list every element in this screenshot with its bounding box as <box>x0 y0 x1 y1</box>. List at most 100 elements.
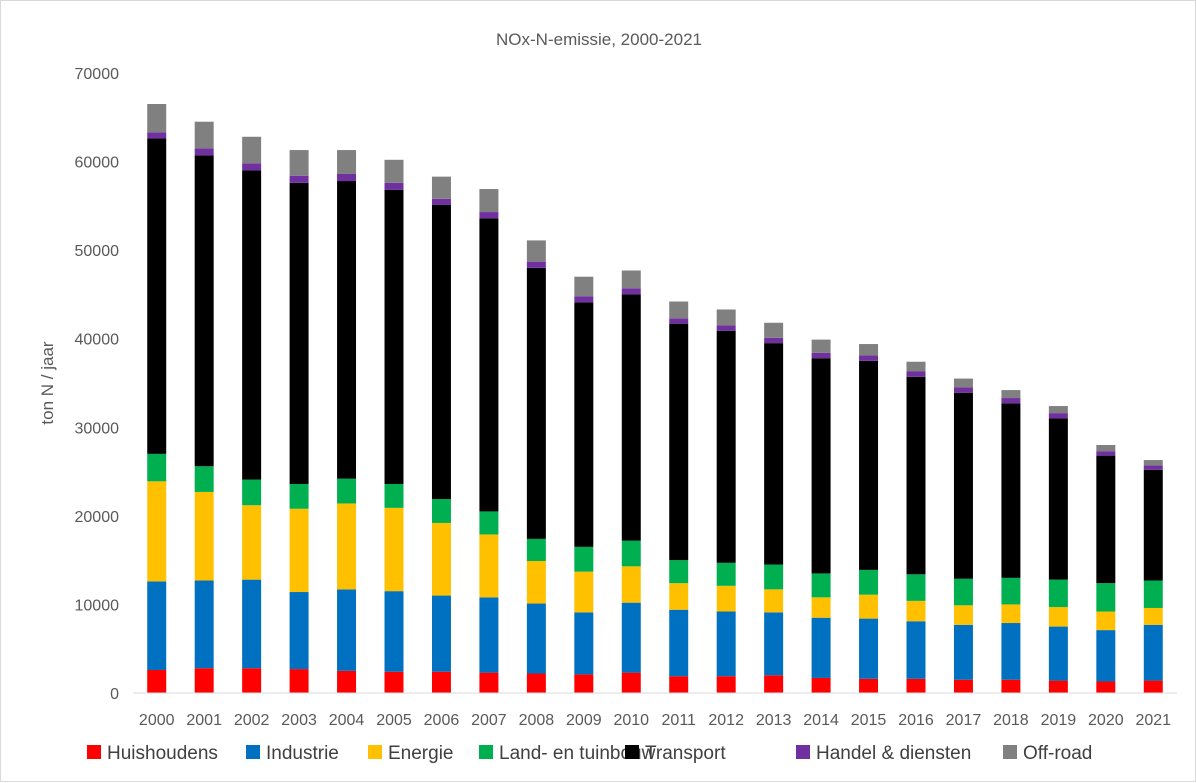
bar-segment-handel-diensten-2021 <box>1143 465 1163 470</box>
bar-segment-handel-diensten-2000 <box>147 132 167 139</box>
legend-swatch <box>796 745 810 759</box>
legend-label: Off-road <box>1023 743 1092 764</box>
bar-segment-industrie-2001 <box>194 580 214 669</box>
x-tick-label: 2021 <box>1135 712 1171 729</box>
bar-segment-energie-2004 <box>337 503 357 590</box>
y-tick-label: 50000 <box>75 243 120 260</box>
chart-title: NOx-N-emissie, 2000-2021 <box>496 30 702 49</box>
bar-segment-transport-2017 <box>953 392 973 579</box>
bar-segment-energie-2001 <box>194 491 214 581</box>
bar-segment-land-en-tuinbouw-2007 <box>479 511 499 535</box>
x-tick-label: 2002 <box>234 712 270 729</box>
bar-segment-huishoudens-2013 <box>764 675 784 693</box>
bar-segment-off-road-2015 <box>859 344 879 356</box>
legend-label: Handel & diensten <box>816 743 971 764</box>
bar-segment-energie-2015 <box>859 594 879 619</box>
bar-segment-off-road-2008 <box>526 240 546 262</box>
bar-segment-handel-diensten-2007 <box>479 212 499 219</box>
bar-stack-2016 <box>906 361 926 693</box>
x-tick-label: 2005 <box>376 712 412 729</box>
bar-segment-land-en-tuinbouw-2000 <box>147 453 167 482</box>
bar-segment-off-road-2018 <box>1001 390 1021 399</box>
y-axis-ticks: 0 10000 20000 30000 40000 50000 60000 70000 <box>75 66 120 703</box>
bar-segment-energie-2021 <box>1143 607 1163 625</box>
bar-stack-2013 <box>764 322 784 693</box>
bar-segment-huishoudens-2000 <box>147 669 167 693</box>
bar-segment-huishoudens-2021 <box>1143 680 1163 693</box>
bar-stack-2008 <box>526 240 546 693</box>
x-tick-label: 2019 <box>1041 712 1077 729</box>
bar-segment-land-en-tuinbouw-2009 <box>574 546 594 572</box>
bar-segment-transport-2018 <box>1001 403 1021 578</box>
x-tick-label: 2013 <box>756 712 792 729</box>
bar-segment-off-road-2012 <box>716 309 736 326</box>
bar-segment-land-en-tuinbouw-2013 <box>764 564 784 590</box>
bar-segment-huishoudens-2003 <box>289 669 309 693</box>
bar-segment-handel-diensten-2014 <box>811 352 831 359</box>
bar-segment-land-en-tuinbouw-2010 <box>621 540 641 567</box>
legend-label: Transport <box>645 743 726 764</box>
bar-segment-handel-diensten-2016 <box>906 371 926 377</box>
legend-swatch <box>246 745 260 759</box>
x-tick-label: 2004 <box>329 712 365 729</box>
bar-stack-2017 <box>953 378 973 693</box>
bar-segment-land-en-tuinbouw-2012 <box>716 562 736 586</box>
y-axis-label: ton N / jaar <box>38 341 57 424</box>
bar-segment-handel-diensten-2020 <box>1096 451 1116 456</box>
bar-segment-industrie-2002 <box>242 579 262 669</box>
bars <box>147 104 1163 693</box>
x-tick-label: 2017 <box>946 712 982 729</box>
bar-segment-huishoudens-2020 <box>1096 681 1116 693</box>
bar-segment-land-en-tuinbouw-2020 <box>1096 583 1116 612</box>
y-tick-label: 0 <box>110 686 119 703</box>
bar-segment-land-en-tuinbouw-2016 <box>906 574 926 601</box>
bar-stack-2018 <box>1001 390 1021 693</box>
bar-segment-huishoudens-2004 <box>337 670 357 693</box>
bar-segment-land-en-tuinbouw-2004 <box>337 478 357 504</box>
legend-item-land-en-tuinbouw: Land- en tuinbouw <box>479 743 656 764</box>
bar-segment-off-road-2001 <box>194 121 214 149</box>
bar-stack-2021 <box>1143 460 1163 693</box>
bar-segment-land-en-tuinbouw-2011 <box>669 560 689 584</box>
bar-segment-industrie-2000 <box>147 581 167 670</box>
bar-segment-transport-2004 <box>337 181 357 479</box>
bar-segment-off-road-2000 <box>147 104 167 133</box>
bar-segment-energie-2005 <box>384 507 404 592</box>
bar-segment-huishoudens-2005 <box>384 671 404 693</box>
x-tick-label: 2006 <box>424 712 460 729</box>
bar-segment-transport-2021 <box>1143 469 1163 581</box>
bar-segment-energie-2011 <box>669 583 689 610</box>
bar-segment-handel-diensten-2019 <box>1048 413 1068 419</box>
x-tick-label: 2014 <box>803 712 839 729</box>
legend-label: Energie <box>388 743 454 764</box>
bar-segment-energie-2013 <box>764 589 784 613</box>
x-tick-label: 2007 <box>471 712 507 729</box>
y-tick-label: 10000 <box>75 597 120 614</box>
bar-stack-2003 <box>289 150 309 693</box>
bar-segment-huishoudens-2010 <box>621 672 641 693</box>
bar-segment-industrie-2018 <box>1001 623 1021 680</box>
bar-segment-energie-2008 <box>526 561 546 604</box>
bar-segment-huishoudens-2002 <box>242 668 262 693</box>
bar-segment-energie-2018 <box>1001 604 1021 624</box>
bar-segment-huishoudens-2007 <box>479 672 499 693</box>
bar-segment-land-en-tuinbouw-2021 <box>1143 580 1163 608</box>
bar-stack-2019 <box>1048 406 1068 693</box>
bar-segment-industrie-2017 <box>953 624 973 680</box>
bar-segment-transport-2013 <box>764 343 784 565</box>
bar-segment-land-en-tuinbouw-2015 <box>859 569 879 595</box>
bar-segment-handel-diensten-2001 <box>194 148 214 156</box>
bar-segment-huishoudens-2018 <box>1001 679 1021 693</box>
bar-segment-industrie-2015 <box>859 618 879 679</box>
bar-segment-industrie-2021 <box>1143 624 1163 681</box>
legend-item-huishoudens: Huishoudens <box>87 743 218 764</box>
bar-segment-transport-2019 <box>1048 418 1068 580</box>
bar-stack-2007 <box>479 189 499 693</box>
bar-stack-2014 <box>811 339 831 693</box>
bar-segment-industrie-2016 <box>906 621 926 679</box>
bar-segment-transport-2020 <box>1096 455 1116 584</box>
bar-segment-huishoudens-2017 <box>953 679 973 693</box>
bar-segment-transport-2012 <box>716 330 736 563</box>
bar-segment-industrie-2009 <box>574 612 594 675</box>
